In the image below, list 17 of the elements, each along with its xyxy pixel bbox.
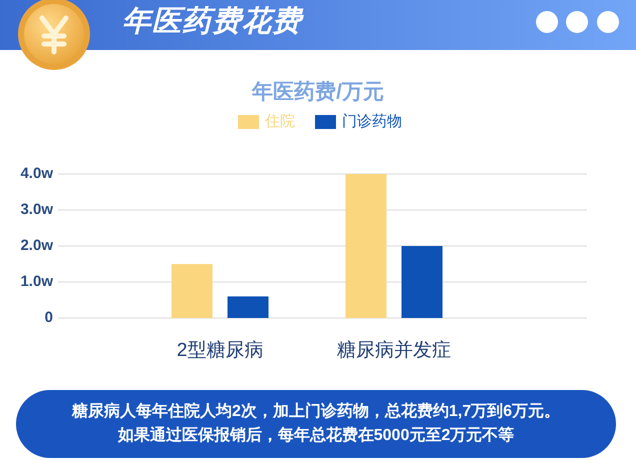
y-tick-label: 3.0w bbox=[20, 200, 54, 218]
x-tick-label: 糖尿病并发症 bbox=[337, 340, 451, 362]
x-tick-label: 2型糖尿病 bbox=[176, 340, 264, 362]
bar bbox=[172, 264, 212, 318]
y-tick-label: 2.0w bbox=[20, 236, 54, 254]
bar bbox=[346, 174, 386, 318]
text: 如果通过医保报销后，每年总花费在5000元至2万元不等 bbox=[116, 426, 514, 444]
legend-label: 门诊药物 bbox=[342, 112, 402, 130]
text: 糖尿病人每年住院人均2次，加上门诊药物，总花费约1,7万到6万元。 bbox=[70, 401, 560, 420]
y-tick-label: 4.0w bbox=[20, 164, 54, 182]
chart-title: 年医药费花费 bbox=[122, 6, 304, 38]
chart-subtitle: 年医药费/万元 bbox=[251, 80, 384, 104]
y-tick-label: 0 bbox=[44, 308, 53, 326]
bar bbox=[228, 296, 268, 318]
y-tick-label: 1.0w bbox=[20, 272, 54, 290]
bar bbox=[402, 246, 442, 318]
legend-label: 住院 bbox=[264, 112, 295, 130]
